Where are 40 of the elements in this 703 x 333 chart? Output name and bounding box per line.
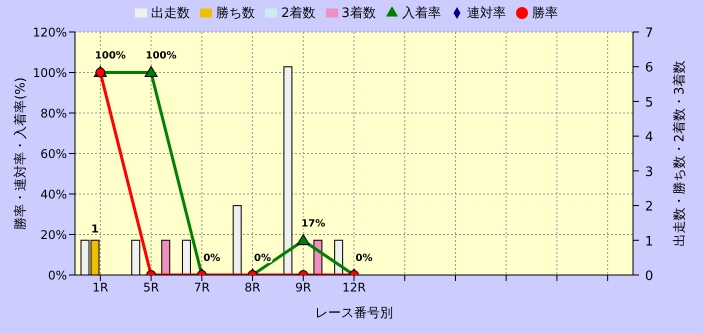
x-tick-label: 7R [194,280,210,295]
legend-label: 勝ち数 [216,6,256,21]
x-axis-title: レース番号別 [315,306,393,321]
y-tick-label: 120% [32,25,67,40]
y-tick-label: 40% [40,187,67,202]
legend-label: 2着数 [281,6,316,21]
legend-label: 出走数 [151,6,190,21]
legend-label: 入着率 [402,6,441,21]
y2-axis-title: 出走数・勝ち数・2着数・3着数 [672,60,688,246]
point [144,66,158,77]
legend-label: 3着数 [342,6,376,21]
data-label: 17% [301,218,326,230]
x-tick-label: 5R [143,280,160,295]
data-label: 0% [203,253,220,264]
data-label: 0% [254,253,272,264]
y2-tick-label: 2 [645,200,654,215]
y2-tick-label: 5 [645,95,654,110]
y-axis-title: 勝率・連対率・入着率(%) [12,77,29,230]
y2-tick-label: 3 [645,164,654,180]
data-label: 100% [146,50,177,62]
legend-label: 勝率 [532,6,558,21]
y2-tick-label: 6 [645,60,654,76]
y2-tick-label: 4 [645,130,654,146]
y-tick-label: 80% [40,106,67,120]
data-label: 1 [91,222,99,236]
x-tick-label: 8R [244,280,261,295]
point [296,234,310,246]
y2-tick-label: 1 [645,234,654,250]
data-label: 100% [94,50,126,62]
y-tick-label: 100% [32,66,67,80]
x-tick-label: 9R [295,280,312,295]
y2-tick-label: 0 [645,269,654,284]
y-tick-label: 20% [40,228,67,242]
y-tick-label: 60% [40,146,67,161]
x-tick-label: 1R [92,280,108,295]
y2-tick-label: 7 [645,26,654,41]
y-tick-label: 0% [48,268,67,282]
data-label: 0% [356,253,372,264]
legend-label: 連対率 [466,6,506,21]
x-tick-label: 12R [342,280,366,295]
